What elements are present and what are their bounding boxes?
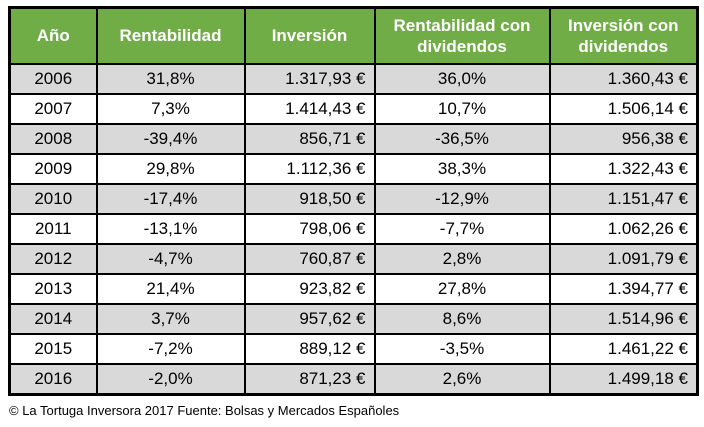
cell-inversion: 871,23 € <box>243 363 376 396</box>
cell-inversion-con-dividendos: 1.360,43 € <box>548 63 699 95</box>
cell-rentabilidad-con-dividendos: 10,7% <box>373 93 551 125</box>
cell-inversion: 1.317,93 € <box>243 63 376 95</box>
cell-ano: 2012 <box>8 243 98 275</box>
cell-rentabilidad-con-dividendos: 36,0% <box>373 63 551 95</box>
cell-inversion: 760,87 € <box>243 243 376 275</box>
table-row: 2011 -13,1% 798,06 € -7,7% 1.062,26 € <box>8 213 699 245</box>
cell-rentabilidad: -4,7% <box>95 243 246 275</box>
returns-table: Año Rentabilidad Inversión Rentabilidad … <box>8 6 699 396</box>
page: Año Rentabilidad Inversión Rentabilidad … <box>8 6 699 418</box>
cell-inversion: 918,50 € <box>243 183 376 215</box>
cell-inversion-con-dividendos: 1.322,43 € <box>548 153 699 185</box>
cell-ano: 2014 <box>8 303 98 335</box>
cell-ano: 2009 <box>8 153 98 185</box>
cell-rentabilidad: 21,4% <box>95 273 246 305</box>
cell-ano: 2013 <box>8 273 98 305</box>
cell-inversion-con-dividendos: 1.062,26 € <box>548 213 699 245</box>
cell-inversion-con-dividendos: 1.499,18 € <box>548 363 699 396</box>
table-row: 2016 -2,0% 871,23 €2,6% 1.499,18 € <box>8 363 699 396</box>
cell-inversion-con-dividendos: 1.394,77 € <box>548 273 699 305</box>
cell-inversion-con-dividendos: 1.514,96 € <box>548 303 699 335</box>
table-row: 2014 3,7% 957,62 €8,6% 1.514,96 € <box>8 303 699 335</box>
cell-rentabilidad-con-dividendos: 38,3% <box>373 153 551 185</box>
cell-ano: 2011 <box>8 213 98 245</box>
cell-inversion: 856,71 € <box>243 123 376 155</box>
cell-inversion: 1.414,43 € <box>243 93 376 125</box>
cell-inversion-con-dividendos: 1.151,47 € <box>548 183 699 215</box>
cell-rentabilidad-con-dividendos: 2,8% <box>373 243 551 275</box>
cell-rentabilidad-con-dividendos: -12,9% <box>373 183 551 215</box>
cell-ano: 2016 <box>8 363 98 396</box>
cell-rentabilidad-con-dividendos: -3,5% <box>373 333 551 365</box>
table-row: 2007 7,3% 1.414,43 €10,7% 1.506,14 € <box>8 93 699 125</box>
cell-inversion: 923,82 € <box>243 273 376 305</box>
cell-inversion: 798,06 € <box>243 213 376 245</box>
cell-inversion: 957,62 € <box>243 303 376 335</box>
cell-rentabilidad-con-dividendos: -36,5% <box>373 123 551 155</box>
cell-ano: 2007 <box>8 93 98 125</box>
cell-ano: 2015 <box>8 333 98 365</box>
cell-inversion: 889,12 € <box>243 333 376 365</box>
cell-rentabilidad-con-dividendos: 2,6% <box>373 363 551 396</box>
table-row: 2009 29,8% 1.112,36 €38,3% 1.322,43 € <box>8 153 699 185</box>
col-header-ano: Año <box>8 6 98 65</box>
cell-inversion-con-dividendos: 1.091,79 € <box>548 243 699 275</box>
cell-ano: 2010 <box>8 183 98 215</box>
cell-rentabilidad: 3,7% <box>95 303 246 335</box>
table-row: 2015 -7,2% 889,12 € -3,5% 1.461,22 € <box>8 333 699 365</box>
cell-rentabilidad-con-dividendos: 27,8% <box>373 273 551 305</box>
cell-rentabilidad: -7,2% <box>95 333 246 365</box>
col-header-rentabilidad: Rentabilidad <box>95 6 246 65</box>
cell-ano: 2008 <box>8 123 98 155</box>
cell-rentabilidad: -2,0% <box>95 363 246 396</box>
table-row: 2013 21,4% 923,82 €27,8% 1.394,77 € <box>8 273 699 305</box>
cell-rentabilidad: 29,8% <box>95 153 246 185</box>
attribution-text: © La Tortuga Inversora 2017 Fuente: Bols… <box>9 403 400 418</box>
col-header-inversion-con-dividendos: Inversión con dividendos <box>548 6 699 65</box>
table-body: 2006 31,8% 1.317,93 €36,0% 1.360,43 €2007 7,… <box>8 63 699 396</box>
cell-ano: 2006 <box>8 63 98 95</box>
table-row: 2008 -39,4% 856,71 € -36,5% 956,38 € <box>8 123 699 155</box>
cell-inversion-con-dividendos: 1.461,22 € <box>548 333 699 365</box>
cell-rentabilidad: 31,8% <box>95 63 246 95</box>
cell-rentabilidad-con-dividendos: 8,6% <box>373 303 551 335</box>
col-header-inversion: Inversión <box>243 6 376 65</box>
cell-rentabilidad: 7,3% <box>95 93 246 125</box>
cell-rentabilidad: -17,4% <box>95 183 246 215</box>
header-row: Año Rentabilidad Inversión Rentabilidad … <box>8 6 699 65</box>
table-row: 2010 -17,4% 918,50 € -12,9% 1.151,47 € <box>8 183 699 215</box>
table-row: 2012 -4,7% 760,87 €2,8% 1.091,79 € <box>8 243 699 275</box>
cell-inversion-con-dividendos: 956,38 € <box>548 123 699 155</box>
col-header-rentabilidad-con-dividendos: Rentabilidad con dividendos <box>373 6 551 65</box>
cell-rentabilidad: -39,4% <box>95 123 246 155</box>
cell-inversion: 1.112,36 € <box>243 153 376 185</box>
cell-rentabilidad-con-dividendos: -7,7% <box>373 213 551 245</box>
cell-rentabilidad: -13,1% <box>95 213 246 245</box>
table-row: 2006 31,8% 1.317,93 €36,0% 1.360,43 € <box>8 63 699 95</box>
cell-inversion-con-dividendos: 1.506,14 € <box>548 93 699 125</box>
